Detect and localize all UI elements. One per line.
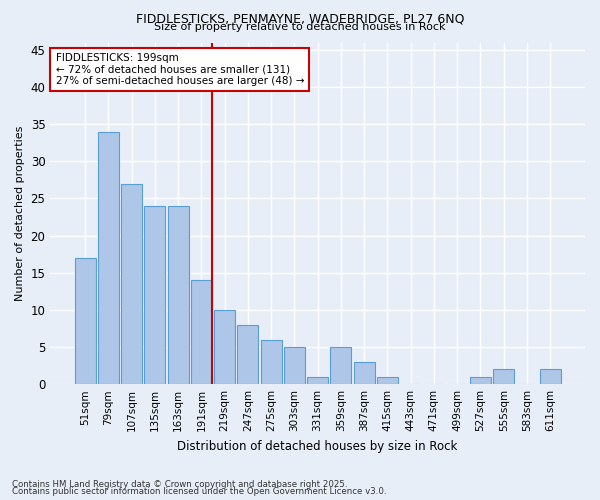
Bar xyxy=(493,370,514,384)
Bar xyxy=(377,377,398,384)
Y-axis label: Number of detached properties: Number of detached properties xyxy=(15,126,25,301)
X-axis label: Distribution of detached houses by size in Rock: Distribution of detached houses by size … xyxy=(178,440,458,452)
Text: Size of property relative to detached houses in Rock: Size of property relative to detached ho… xyxy=(154,22,446,32)
Bar xyxy=(260,340,281,384)
Bar xyxy=(307,377,328,384)
Bar xyxy=(167,206,188,384)
Bar xyxy=(191,280,212,384)
Bar xyxy=(121,184,142,384)
Text: FIDDLESTICKS: 199sqm
← 72% of detached houses are smaller (131)
27% of semi-deta: FIDDLESTICKS: 199sqm ← 72% of detached h… xyxy=(56,53,304,86)
Text: Contains public sector information licensed under the Open Government Licence v3: Contains public sector information licen… xyxy=(12,487,386,496)
Bar xyxy=(214,310,235,384)
Bar xyxy=(238,325,259,384)
Bar xyxy=(284,347,305,384)
Bar xyxy=(540,370,560,384)
Bar xyxy=(470,377,491,384)
Bar xyxy=(74,258,95,384)
Bar xyxy=(145,206,166,384)
Bar xyxy=(331,347,352,384)
Bar xyxy=(98,132,119,384)
Text: Contains HM Land Registry data © Crown copyright and database right 2025.: Contains HM Land Registry data © Crown c… xyxy=(12,480,347,489)
Text: FIDDLESTICKS, PENMAYNE, WADEBRIDGE, PL27 6NQ: FIDDLESTICKS, PENMAYNE, WADEBRIDGE, PL27… xyxy=(136,12,464,26)
Bar xyxy=(353,362,374,384)
